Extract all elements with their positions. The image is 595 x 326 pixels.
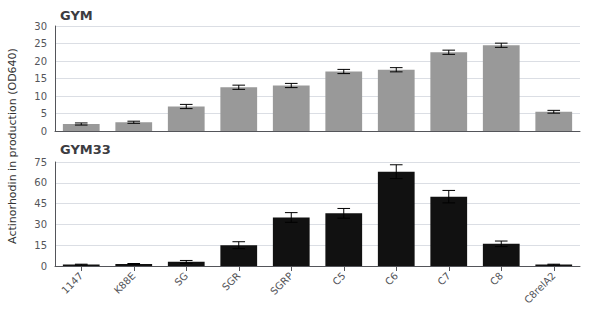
svg-text:0: 0 [41, 126, 47, 137]
svg-text:75: 75 [34, 157, 47, 168]
svg-text:1147: 1147 [59, 270, 85, 296]
svg-text:10: 10 [34, 91, 47, 102]
svg-text:C7: C7 [435, 270, 452, 287]
svg-text:15: 15 [34, 240, 47, 251]
svg-text:60: 60 [34, 177, 47, 188]
svg-text:45: 45 [34, 198, 47, 209]
svg-text:15: 15 [34, 73, 47, 84]
svg-text:SGR: SGR [220, 270, 243, 293]
svg-text:C8relA2: C8relA2 [522, 270, 558, 306]
svg-text:SGRP: SGRP [268, 270, 295, 297]
svg-text:30: 30 [34, 21, 47, 32]
svg-text:25: 25 [34, 38, 47, 49]
svg-text:Actinorhodin in production (OD: Actinorhodin in production (OD640) [6, 48, 19, 244]
svg-text:0: 0 [41, 261, 47, 272]
svg-text:C5: C5 [330, 270, 347, 287]
svg-text:5: 5 [41, 108, 47, 119]
svg-text:GYM33: GYM33 [60, 142, 111, 157]
svg-text:30: 30 [34, 219, 47, 230]
svg-text:C8: C8 [488, 270, 505, 287]
svg-text:20: 20 [34, 56, 47, 67]
svg-text:C6: C6 [383, 270, 400, 287]
svg-text:SG: SG [172, 270, 190, 288]
svg-text:K88E: K88E [112, 270, 138, 296]
svg-text:GYM: GYM [60, 8, 93, 23]
